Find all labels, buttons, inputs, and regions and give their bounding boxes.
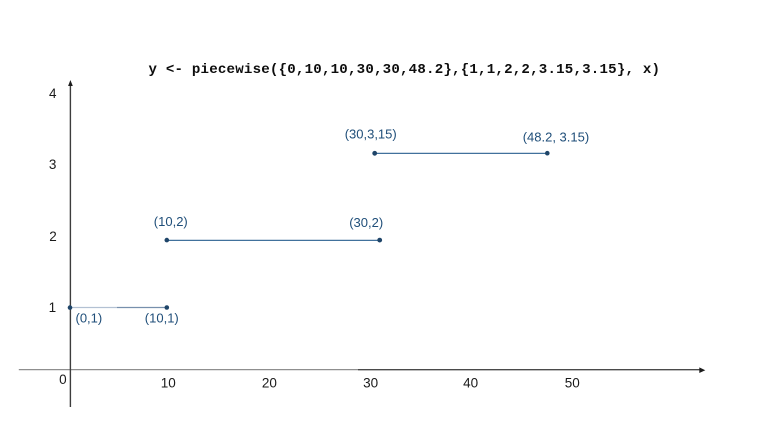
svg-text:(30,2): (30,2): [349, 215, 383, 230]
svg-text:0: 0: [59, 372, 67, 387]
svg-text:4: 4: [49, 86, 57, 101]
svg-text:(0,1): (0,1): [76, 311, 103, 326]
svg-text:50: 50: [565, 376, 580, 391]
svg-text:10: 10: [161, 376, 176, 391]
svg-text:(30,3,15): (30,3,15): [345, 127, 397, 142]
svg-text:40: 40: [463, 376, 478, 391]
svg-text:(10,2): (10,2): [154, 214, 188, 229]
svg-text:1: 1: [49, 300, 57, 315]
svg-text:2: 2: [49, 229, 57, 244]
svg-text:20: 20: [262, 376, 277, 391]
svg-text:(10,1): (10,1): [145, 311, 179, 326]
svg-text:y <- piecewise({0,10,10,30,30,: y <- piecewise({0,10,10,30,30,48.2},{1,1…: [149, 62, 661, 78]
svg-text:30: 30: [363, 376, 378, 391]
svg-text:3: 3: [49, 157, 57, 172]
svg-text:(48.2, 3.15): (48.2, 3.15): [523, 130, 590, 145]
